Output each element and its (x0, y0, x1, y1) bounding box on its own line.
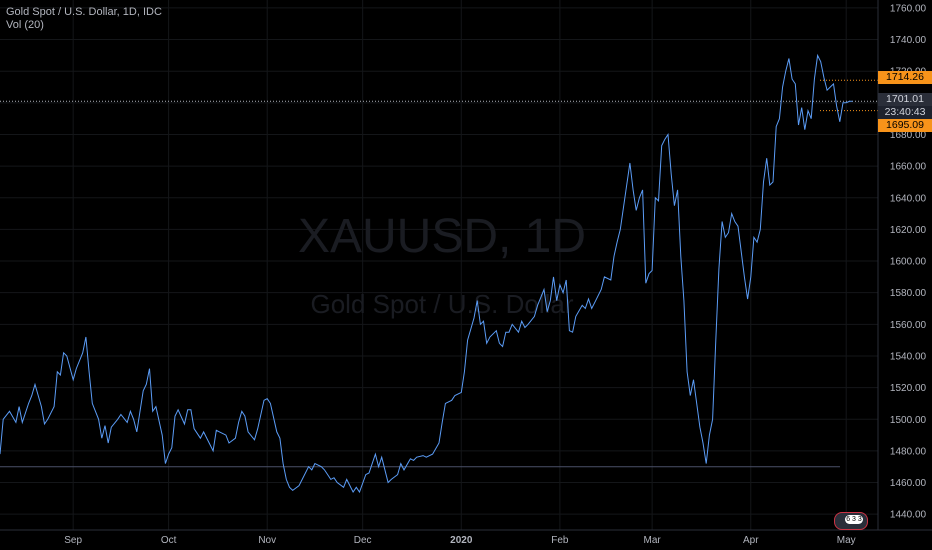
price-tag-current: 1701.01 (878, 93, 932, 106)
price-tick-label: 1640.00 (890, 193, 927, 204)
price-tick-label: 1680.00 (890, 130, 927, 141)
price-tick-label: 1600.00 (890, 257, 927, 268)
price-tick-label: 1760.00 (890, 3, 927, 14)
time-tick-label: Oct (161, 535, 177, 546)
price-tick-label: 1580.00 (890, 288, 927, 299)
price-tick-label: 1540.00 (890, 351, 927, 362)
indicator-label[interactable]: Vol (20) (6, 19, 44, 31)
price-tick-label: 1740.00 (890, 35, 927, 46)
time-tick-label: Nov (258, 535, 276, 546)
time-tick-label: Dec (354, 535, 372, 546)
time-tick-label: May (837, 535, 856, 546)
time-tick-label: Mar (644, 535, 662, 546)
time-tick-label: Feb (551, 535, 569, 546)
price-tick-label: 1480.00 (890, 446, 927, 457)
watermark-name: Gold Spot / U.S. Dollar (311, 289, 574, 319)
notification-badge[interactable]: 6 3 3 (834, 512, 868, 530)
price-tick-label: 1460.00 (890, 478, 927, 489)
price-line (0, 53, 853, 494)
price-tick-label: 1520.00 (890, 383, 927, 394)
time-tick-label: 2020 (450, 535, 473, 546)
symbol-title[interactable]: Gold Spot / U.S. Dollar, 1D, IDC (6, 6, 162, 18)
price-tick-label: 1560.00 (890, 320, 927, 331)
price-tag-high: 1714.26 (878, 71, 932, 84)
watermark-symbol: XAUUSD, 1D (298, 210, 586, 263)
price-levels (0, 79, 878, 468)
watermark: XAUUSD, 1D Gold Spot / U.S. Dollar (298, 210, 586, 319)
countdown-tag: 23:40:43 (878, 106, 932, 119)
badge-count: 6 3 3 (845, 515, 863, 524)
time-tick-label: Sep (64, 535, 82, 546)
time-tick-label: Apr (743, 535, 759, 546)
price-tick-label: 1500.00 (890, 415, 927, 426)
price-axis[interactable]: 1440.00 1460.00 1480.00 1500.00 1520.00 1540.… (877, 0, 927, 530)
grid-lines (0, 0, 878, 530)
time-axis[interactable]: Sep Oct Nov Dec 2020 Feb Mar Apr May (0, 529, 932, 546)
chart-legend: Gold Spot / U.S. Dollar, 1D, IDC Vol (20… (6, 6, 162, 32)
price-tick-label: 1660.00 (890, 162, 927, 173)
price-tick-label: 1620.00 (890, 225, 927, 236)
price-tag-low: 1695.09 (878, 119, 932, 132)
price-tick-label: 1440.00 (890, 510, 927, 521)
